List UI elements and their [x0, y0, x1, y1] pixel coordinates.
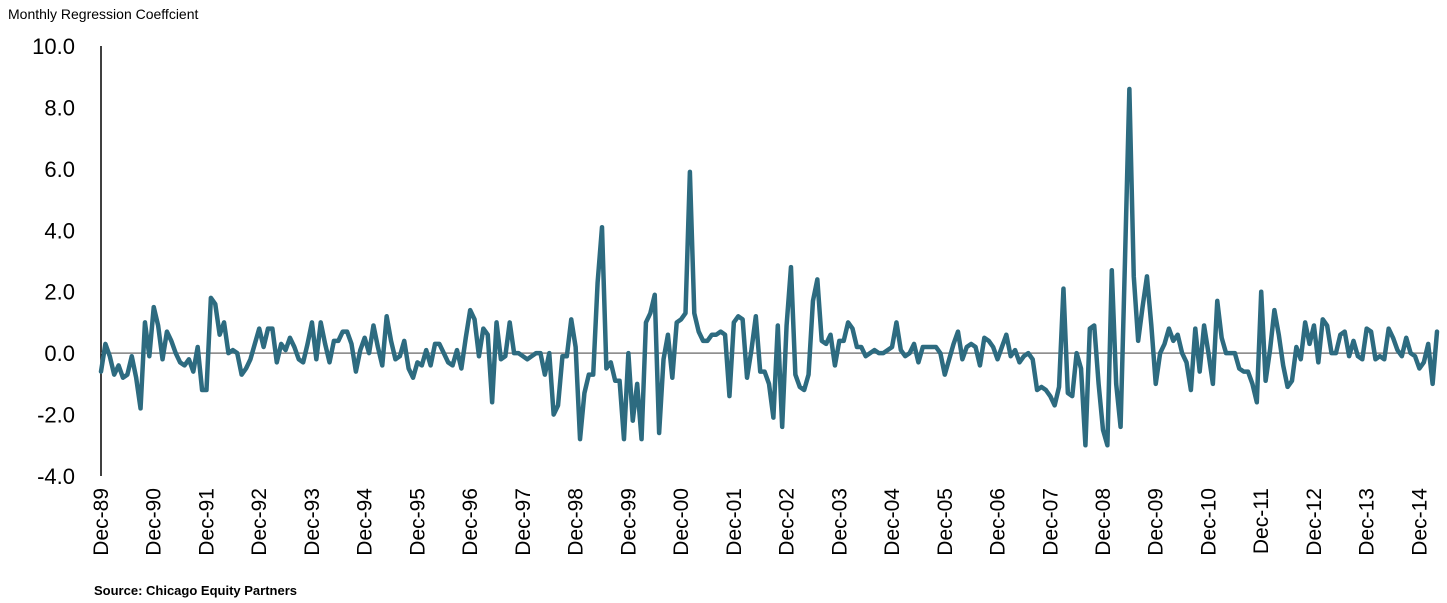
y-tick-label: 2.0 [44, 280, 75, 305]
x-tick-label: Dec-03 [828, 488, 851, 556]
x-tick-label: Dec-09 [1145, 488, 1168, 556]
x-tick-label: Dec-01 [723, 488, 746, 556]
x-tick-label: Dec-90 [143, 488, 166, 556]
y-tick-label: -2.0 [37, 403, 75, 428]
x-tick-label: Dec-93 [301, 488, 324, 556]
x-tick-label: Dec-89 [90, 488, 113, 556]
x-tick-label: Dec-06 [987, 488, 1010, 556]
x-tick-label: Dec-02 [776, 488, 799, 556]
y-tick-label: 4.0 [44, 218, 75, 243]
x-tick-label: Dec-11 [1250, 488, 1273, 554]
x-tick-label: Dec-98 [565, 488, 588, 556]
y-tick-label: -4.0 [37, 464, 75, 489]
y-axis-title: Monthly Regression Coeffcient [8, 6, 199, 22]
x-tick-label: Dec-95 [406, 488, 429, 556]
y-tick-label: 10.0 [32, 34, 75, 59]
x-tick-label: Dec-94 [354, 488, 377, 556]
x-tick-label: Dec-97 [512, 488, 535, 556]
x-tick-label: Dec-08 [1092, 488, 1115, 556]
source-note: Source: Chicago Equity Partners [94, 583, 297, 598]
y-tick-label: 0.0 [44, 341, 75, 366]
x-tick-label: Dec-96 [459, 488, 482, 556]
x-tick-label: Dec-04 [881, 488, 904, 556]
x-tick-label: Dec-00 [670, 488, 693, 556]
x-tick-label: Dec-14 [1408, 488, 1431, 556]
series-line [98, 86, 1440, 448]
x-tick-label: Dec-13 [1356, 488, 1379, 556]
x-tick-label: Dec-10 [1197, 488, 1220, 556]
y-tick-label: 6.0 [44, 157, 75, 182]
x-tick-label: Dec-05 [934, 488, 957, 556]
x-tick-label: Dec-91 [195, 488, 218, 556]
x-tick-label: Dec-99 [617, 488, 640, 556]
x-tick-label: Dec-92 [248, 488, 271, 556]
y-tick-label: 8.0 [44, 95, 75, 120]
x-tick-label: Dec-12 [1303, 488, 1326, 556]
x-tick-label: Dec-07 [1039, 488, 1062, 556]
